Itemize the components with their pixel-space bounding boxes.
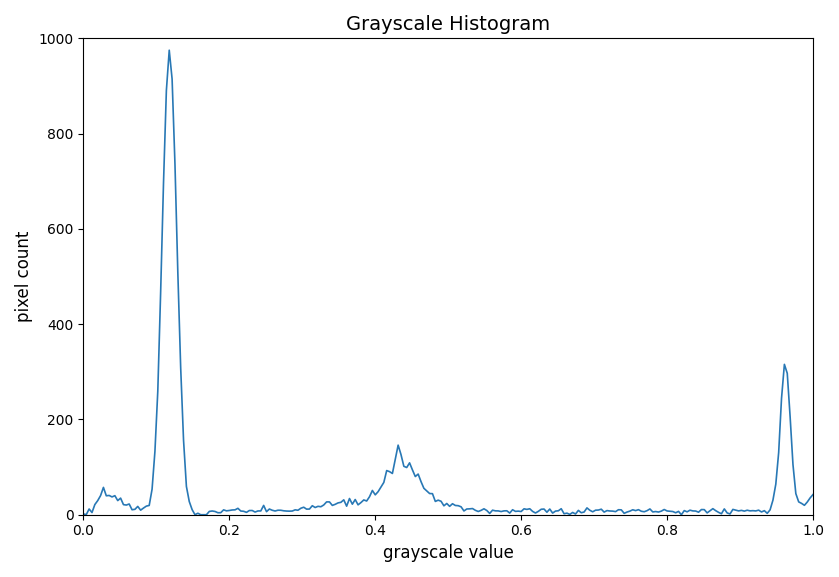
Y-axis label: pixel count: pixel count <box>15 231 33 322</box>
X-axis label: grayscale value: grayscale value <box>383 544 513 562</box>
Title: Grayscale Histogram: Grayscale Histogram <box>347 15 550 34</box>
